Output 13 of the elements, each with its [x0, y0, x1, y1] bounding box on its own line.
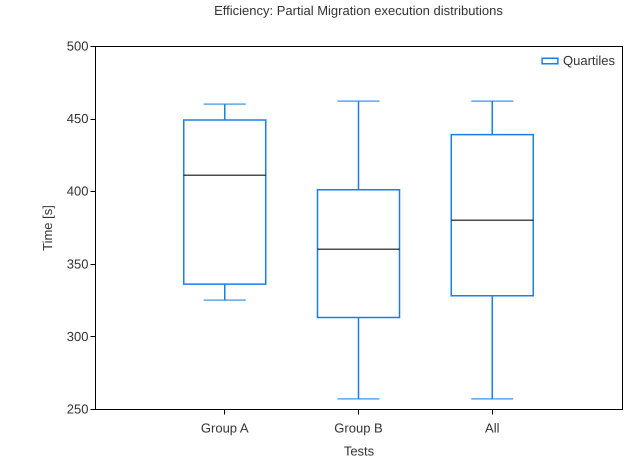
y-tick-label: 250	[66, 402, 88, 416]
legend-label: Quartiles	[563, 53, 616, 68]
y-tick-label: 500	[66, 38, 88, 54]
y-tick-label: 400	[66, 184, 88, 199]
chart-title: Efficiency: Partial Migration execution distributions	[214, 3, 504, 18]
y-tick-label: 300	[66, 328, 88, 344]
x-axis-title: Tests	[344, 444, 375, 458]
x-tick-label: Group A	[200, 420, 249, 436]
y-axis-title: Time [s]	[40, 205, 55, 251]
x-tick-label: Group B	[334, 420, 383, 436]
x-tick-label: All	[485, 420, 500, 436]
y-tick-label: 350	[66, 256, 88, 272]
y-tick-label: 450	[66, 111, 88, 126]
